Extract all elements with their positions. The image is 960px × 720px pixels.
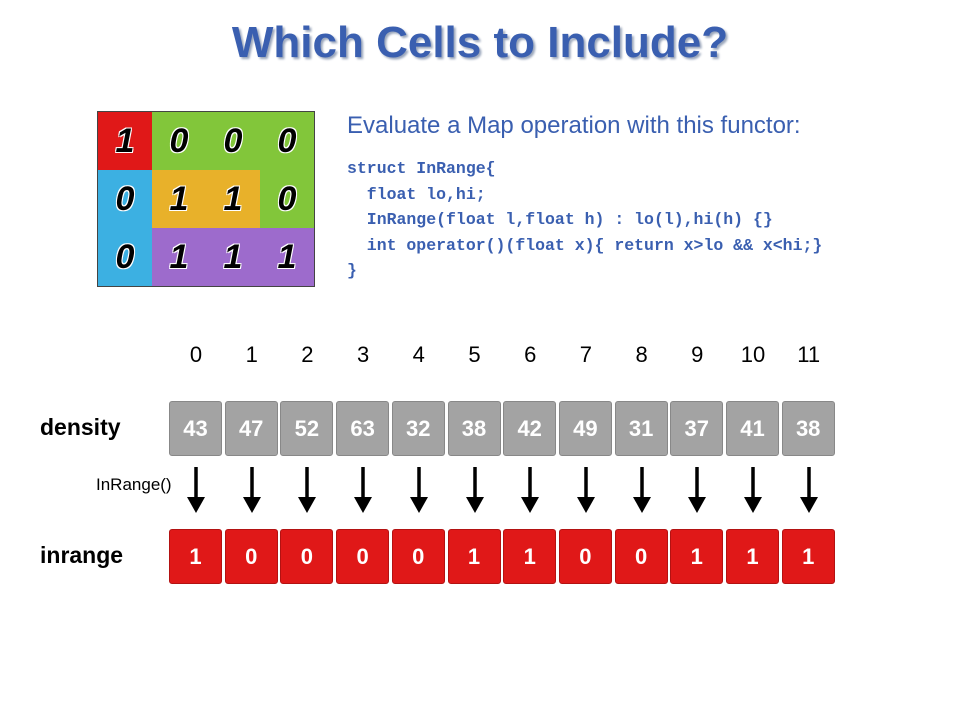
inrange-cell: 1 [169,529,222,584]
index-label: 3 [356,342,370,367]
density-cell: 63 [336,401,390,456]
code-line: float lo,hi; [347,184,486,204]
down-arrow-icon [744,467,762,513]
down-arrow-icon [465,467,484,513]
inrange-label: inrange [40,542,124,568]
density-cell: 47 [224,401,278,456]
density-cell: 41 [726,401,779,456]
density-cell: 49 [558,401,612,456]
index-label: 4 [412,342,425,367]
grid-cell: 1 [152,170,206,228]
grid-cell: 1 [206,170,260,228]
grid-cell: 0 [98,170,152,228]
index-label: 11 [797,342,821,367]
down-arrow-icon [799,467,818,513]
down-arrow-icon [576,467,595,513]
down-arrow-icon [409,467,428,513]
inrange-cell: 1 [726,529,779,584]
inrange-cell: 0 [558,529,612,584]
index-label: 10 [740,342,766,367]
inrange-cell: 0 [336,529,390,584]
density-cell: 42 [503,401,557,456]
density-cell: 37 [670,401,724,456]
grid-cell: 0 [152,112,206,170]
down-arrow-icon [298,467,317,513]
index-label: 5 [468,342,481,367]
grid-cell: 0 [260,170,314,228]
code-line: int operator()(float x){ return x>lo && … [347,235,823,255]
inrange-cell: 0 [614,529,668,584]
inrange-cell: 1 [670,529,724,584]
inrange-cell: 0 [391,529,445,584]
grid-cell: 0 [98,228,152,286]
down-arrow-icon [187,467,205,513]
down-arrow-icon [632,467,651,513]
index-label: 2 [301,342,314,367]
down-arrow-icon [354,467,373,513]
functor-code: struct InRange{ float lo,hi; InRange(flo… [347,156,822,284]
down-arrow-icon [688,467,707,513]
inrange-cell: 1 [503,529,557,584]
index-label: 9 [691,342,704,367]
slide-title: Which Cells to Include? [231,18,729,67]
density-cell: 38 [781,401,835,456]
density-cell: 38 [447,401,501,456]
inrange-cell: 0 [224,529,278,584]
grid-cell: 1 [152,228,206,286]
density-cell: 43 [169,401,222,456]
index-label: 6 [524,342,537,367]
functor-label: InRange() [96,475,172,494]
density-label: density [40,414,121,440]
index-label: 1 [245,342,258,367]
code-line: InRange(float l,float h) : lo(l),hi(h) {… [347,210,773,229]
inrange-cell: 1 [781,529,835,584]
grid-cell: 1 [260,228,314,286]
code-line: struct InRange{ [347,159,496,178]
index-label: 0 [189,342,203,367]
density-cell: 31 [614,401,668,456]
inrange-cell: 1 [447,529,501,584]
density-cell: 32 [391,401,445,456]
grid-cell: 0 [260,112,314,170]
code-line: } [347,261,357,280]
grid-cell: 1 [98,112,152,170]
index-label: 8 [635,342,648,367]
inrange-cell: 0 [280,529,334,584]
index-label: 7 [579,342,593,367]
density-cell: 52 [280,401,334,456]
grid-cell: 0 [206,112,260,170]
grid-cell: 1 [206,228,260,286]
down-arrow-icon [521,467,540,513]
description-text: Evaluate a Map operation with this funct… [347,112,801,139]
down-arrow-icon [242,467,261,513]
